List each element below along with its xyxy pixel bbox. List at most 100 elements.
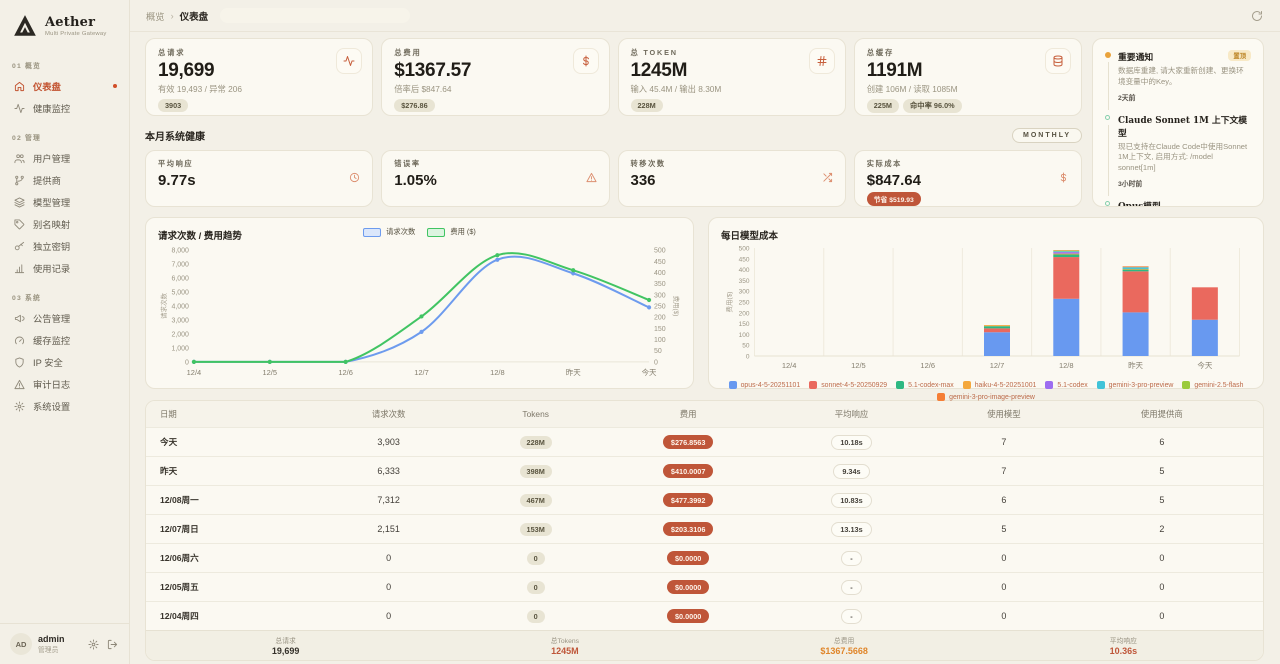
tokens-badge: 0 — [526, 580, 545, 594]
avg-response-badge: 13.13s — [831, 521, 872, 537]
sidebar-item-providers[interactable]: 提供商 — [10, 169, 119, 191]
legend-item[interactable]: gemini-3-pro-image-preview — [937, 393, 1035, 401]
notifications-panel: 重要通知 置顶 数据库重建, 请大家重新创建、更换环境变量中的Key。 2天前 … — [1092, 38, 1264, 207]
health-card-avg-response: 平均响应 9.77s — [145, 150, 374, 207]
hash-icon — [817, 56, 827, 66]
sidebar-item-label: 系统设置 — [33, 402, 71, 412]
svg-text:500: 500 — [654, 248, 666, 255]
period-toggle[interactable]: MONTHLY — [1012, 128, 1082, 143]
health-value: 1.05% — [394, 172, 437, 189]
cell-providers: 0 — [1159, 582, 1165, 592]
sidebar-item-health-monitor[interactable]: 健康监控 — [10, 97, 119, 119]
legend-item[interactable]: 请求次数 — [363, 227, 415, 237]
legend-label: gemini-2.5-flash — [1194, 381, 1244, 389]
stat-icon-box — [1045, 48, 1071, 74]
table-row[interactable]: 昨天 6,333 398M $410.0007 9.34s 7 5 — [146, 456, 1263, 485]
svg-text:50: 50 — [654, 348, 662, 355]
users-icon — [14, 153, 25, 163]
table-row[interactable]: 12/07周日 2,151 153M $203.3106 13.13s 5 2 — [146, 514, 1263, 543]
sidebar-item-dashboard[interactable]: 仪表盘 — [10, 75, 119, 97]
tokens-badge: 467M — [519, 493, 552, 507]
settings-button[interactable] — [87, 638, 100, 651]
notification-title: Claude Sonnet 1M 上下文模型 — [1118, 115, 1248, 139]
svg-text:12/6: 12/6 — [338, 368, 353, 377]
notification-body: 现已支持在Claude Code中使用Sonnet 1M上下文, 启用方式: /… — [1118, 141, 1248, 173]
stat-card-total-tokens: 总 TOKEN 1245M 输入 45.4M / 输出 8.30M 228M — [617, 38, 846, 116]
svg-text:2,000: 2,000 — [171, 331, 189, 338]
app-tagline: Multi Private Gateway — [45, 31, 107, 37]
table-row[interactable]: 12/08周一 7,312 467M $477.3992 10.83s 6 5 — [146, 485, 1263, 514]
sidebar-item-label: 仪表盘 — [33, 82, 61, 92]
stat-badge: $276.86 — [394, 99, 435, 112]
cell-models: 7 — [1001, 466, 1007, 476]
legend-item[interactable]: 5.1-codex — [1045, 381, 1088, 389]
legend-item[interactable]: haiku-4-5-20251001 — [962, 381, 1036, 389]
sidebar-item-usage-records[interactable]: 使用记录 — [10, 257, 119, 279]
total-value: $1367.5668 — [820, 646, 868, 656]
svg-text:0: 0 — [185, 359, 189, 366]
legend-item[interactable]: opus-4-5-20251101 — [728, 381, 800, 389]
svg-text:6,000: 6,000 — [171, 276, 189, 283]
legend-item[interactable]: gemini-3-pro-preview — [1096, 381, 1173, 389]
table-row[interactable]: 12/04周四 0 0 $0.0000 - 0 0 — [146, 601, 1263, 630]
stat-cards: 总请求 19,699 有效 19,493 / 异常 206 3903 总费用 $… — [145, 38, 1082, 116]
app-logo: Aether Multi Private Gateway — [0, 0, 129, 47]
sidebar-item-cache-monitor[interactable]: 缓存监控 — [10, 329, 119, 351]
logout-icon — [107, 639, 118, 649]
top-bar: 概览 › 仪表盘 — [130, 0, 1280, 32]
svg-text:300: 300 — [739, 289, 750, 296]
sidebar-item-ip-security[interactable]: IP 安全 — [10, 351, 119, 373]
stat-icon-box — [572, 48, 599, 74]
sidebar-item-system-settings[interactable]: 系统设置 — [10, 395, 119, 417]
cell-requests: 3,903 — [377, 437, 400, 447]
stat-subtitle: 创建 106M / 读取 1085M — [866, 84, 958, 94]
legend-item[interactable]: 5.1-codex-max — [896, 381, 954, 389]
cell-models: 5 — [1001, 524, 1007, 534]
table-row[interactable]: 今天 3,903 228M $276.8563 10.18s 7 6 — [146, 427, 1263, 456]
cell-providers: 6 — [1159, 437, 1165, 447]
savings-badge: 节省 $519.93 — [866, 192, 921, 206]
user-name: admin — [38, 634, 65, 644]
sidebar-item-standalone-keys[interactable]: 独立密钥 — [10, 235, 119, 257]
cell-models: 0 — [1001, 582, 1007, 592]
svg-text:12/7: 12/7 — [414, 368, 429, 377]
svg-text:8,000: 8,000 — [171, 248, 189, 255]
sidebar-item-user-management[interactable]: 用户管理 — [10, 147, 119, 169]
daily-usage-table: 日期 请求次数 Tokens 费用 平均响应 使用模型 使用提供商 今天 3,903 228… — [145, 400, 1264, 661]
home-icon — [14, 81, 25, 91]
legend-item[interactable]: gemini-2.5-flash — [1182, 381, 1243, 389]
stat-badge: 3903 — [158, 99, 189, 112]
breadcrumb-current: 仪表盘 — [179, 11, 209, 23]
sidebar-item-announcements[interactable]: 公告管理 — [10, 307, 119, 329]
svg-text:500: 500 — [739, 246, 750, 253]
sidebar-item-audit-logs[interactable]: 审计日志 — [10, 373, 119, 395]
cell-requests: 0 — [386, 553, 392, 563]
table-row[interactable]: 12/05周五 0 0 $0.0000 - 0 0 — [146, 572, 1263, 601]
notification-item[interactable]: Opus模型 上游提供商促销, 本月的sonnet4.5模型请求, 将自动尽量转… — [1105, 199, 1251, 206]
notification-item[interactable]: Claude Sonnet 1M 上下文模型 现已支持在Claude Code中… — [1105, 113, 1251, 197]
column-header: 使用提供商 — [1140, 409, 1183, 419]
legend-item[interactable]: 费用 ($) — [427, 227, 476, 237]
logout-button[interactable] — [106, 638, 119, 651]
total-label: 平均响应 — [1109, 638, 1137, 645]
stat-icon-box — [808, 48, 835, 74]
total-value: 10.36s — [1109, 646, 1138, 656]
cost-badge: $410.0007 — [662, 464, 714, 478]
svg-text:450: 450 — [654, 259, 666, 266]
table-row[interactable]: 12/06周六 0 0 $0.0000 - 0 0 — [146, 543, 1263, 572]
notification-body: 数据库重建, 请大家重新创建、更换环境变量中的Key。 — [1118, 66, 1244, 86]
notification-item[interactable]: 重要通知 置顶 数据库重建, 请大家重新创建、更换环境变量中的Key。 2天前 — [1105, 50, 1251, 110]
legend-item[interactable]: sonnet-4-5-20250929 — [809, 381, 887, 389]
refresh-button[interactable] — [1250, 9, 1264, 23]
cell-date: 12/07周日 — [160, 524, 199, 534]
svg-text:400: 400 — [739, 267, 750, 274]
sidebar-item-alias-mapping[interactable]: 别名映射 — [10, 213, 119, 235]
sidebar-item-label: 健康监控 — [33, 104, 71, 114]
breadcrumb-section[interactable]: 概览 — [146, 11, 165, 22]
svg-text:0: 0 — [746, 354, 750, 361]
sidebar-item-model-management[interactable]: 模型管理 — [10, 191, 119, 213]
sidebar-item-label: 用户管理 — [33, 154, 71, 164]
requests-cost-line-chart: 0 1,000 2,000 3,000 4,000 5,000 6,000 7,000 8,00… — [158, 242, 681, 387]
line-chart-legend: 请求次数 费用 ($) — [146, 227, 693, 237]
cell-requests: 2,151 — [377, 524, 400, 534]
